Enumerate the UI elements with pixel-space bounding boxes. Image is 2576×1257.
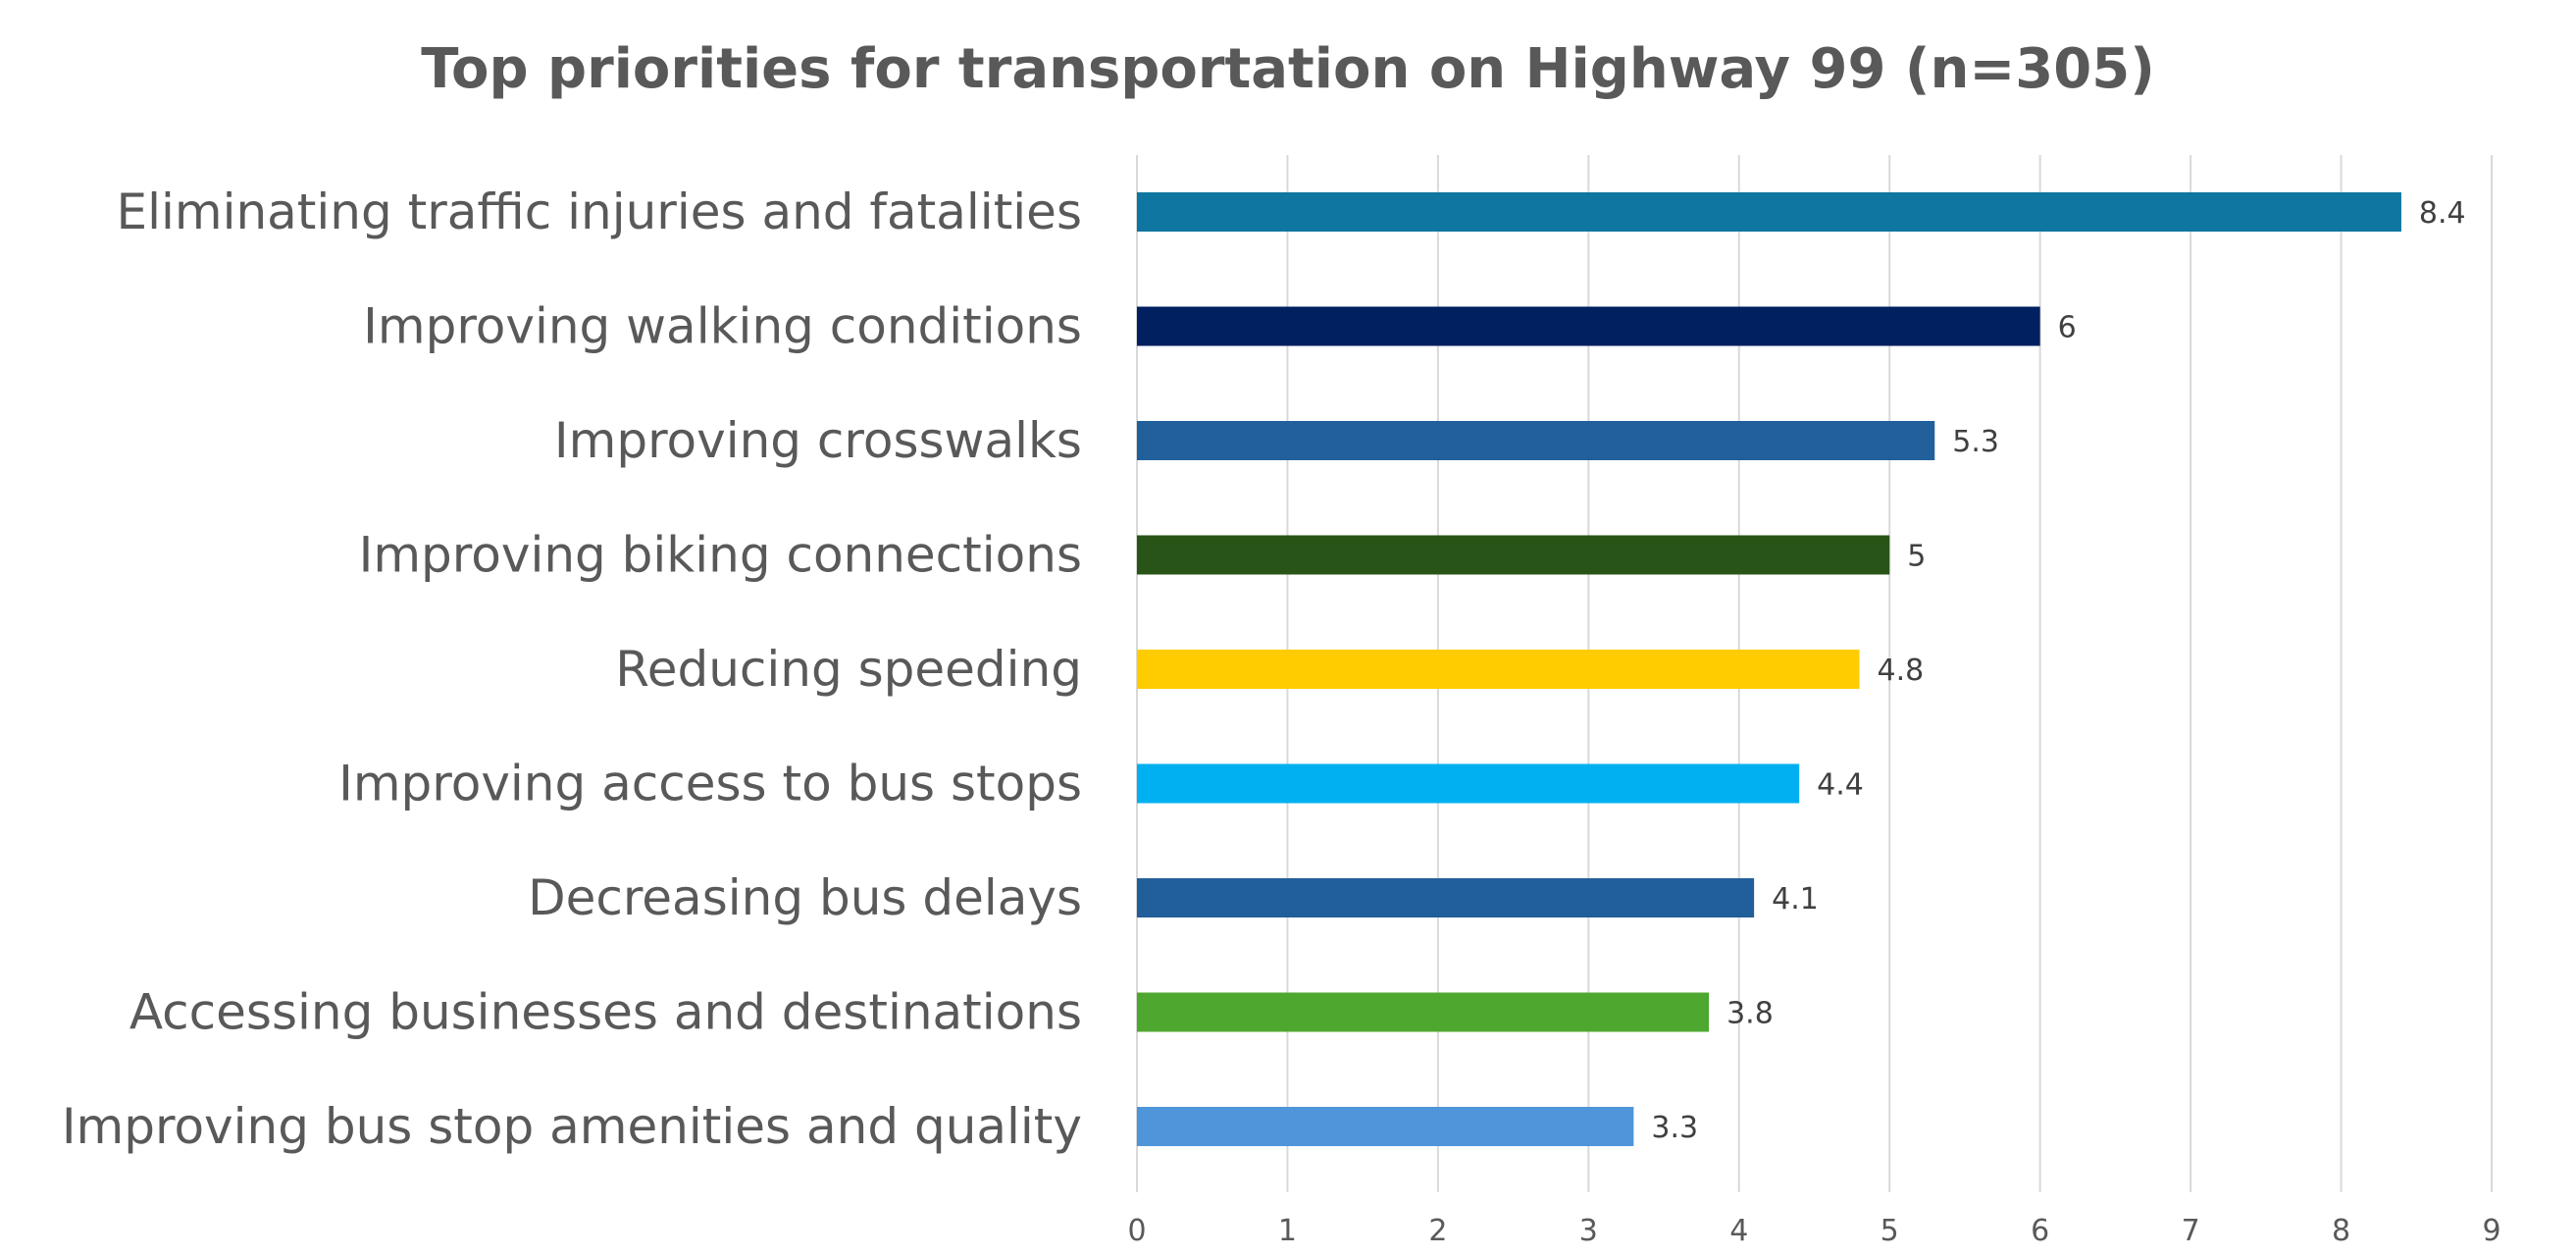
- category-label-3: Improving crosswalks: [554, 412, 1082, 469]
- chart-title: Top priorities for transportation on Hig…: [421, 37, 2155, 101]
- category-label-8: Accessing businesses and destinations: [129, 984, 1082, 1041]
- x-axis-tick-labels: 0 1 2 3 4 5 6 7 8 9: [1127, 1214, 2500, 1248]
- bar-4: [1137, 535, 1890, 575]
- x-tick-label-1: 1: [1278, 1214, 1297, 1248]
- data-label-4: 5: [1907, 540, 1926, 574]
- category-label-2: Improving walking conditions: [363, 298, 1082, 355]
- category-label-1: Eliminating traffic injuries and fatalit…: [117, 183, 1083, 240]
- data-label-2: 6: [2058, 311, 2077, 345]
- bar-5: [1137, 650, 1860, 689]
- data-label-5: 4.8: [1878, 654, 1925, 688]
- bar-6: [1137, 763, 1800, 804]
- category-label-9: Improving bus stop amenities and quality: [62, 1098, 1082, 1155]
- x-tick-label-8: 8: [2332, 1214, 2350, 1248]
- category-labels: Eliminating traffic injuries and fatalit…: [62, 183, 1082, 1155]
- x-tick-label-9: 9: [2482, 1214, 2500, 1248]
- data-label-3: 5.3: [1952, 425, 1999, 459]
- data-label-7: 4.1: [1772, 882, 1819, 917]
- data-label-9: 3.3: [1651, 1111, 1698, 1145]
- x-tick-label-2: 2: [1428, 1214, 1447, 1248]
- data-label-8: 3.8: [1726, 997, 1774, 1031]
- x-tick-label-7: 7: [2182, 1214, 2200, 1248]
- bar-2: [1137, 306, 2040, 346]
- bars: [1137, 192, 2401, 1146]
- category-label-5: Reducing speeding: [615, 641, 1082, 698]
- bar-3: [1137, 421, 1935, 460]
- bar-1: [1137, 192, 2401, 232]
- bar-9: [1137, 1107, 1634, 1146]
- data-label-6: 4.4: [1817, 768, 1864, 803]
- category-label-6: Improving access to bus stops: [338, 756, 1082, 812]
- bar-7: [1137, 878, 1755, 917]
- x-tick-label-5: 5: [1880, 1214, 1899, 1248]
- category-label-4: Improving biking connections: [359, 527, 1082, 584]
- data-label-1: 8.4: [2419, 196, 2466, 231]
- data-labels: 8.4 6 5.3 5 4.8 4.4 4.1 3.8 3.3: [1651, 196, 2465, 1145]
- category-label-7: Decreasing bus delays: [528, 869, 1082, 926]
- bar-8: [1137, 992, 1710, 1032]
- x-tick-label-6: 6: [2031, 1214, 2049, 1248]
- x-tick-label-3: 3: [1579, 1214, 1598, 1248]
- x-tick-label-0: 0: [1127, 1214, 1146, 1248]
- x-tick-label-4: 4: [1729, 1214, 1748, 1248]
